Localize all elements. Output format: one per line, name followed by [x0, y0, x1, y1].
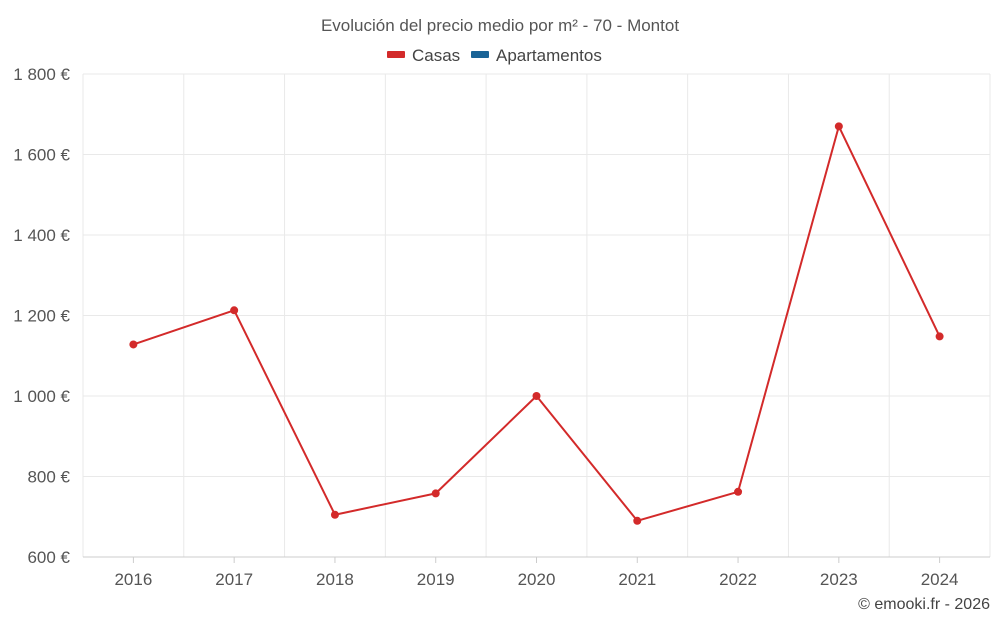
data-point-casas-2024[interactable] — [935, 332, 944, 341]
y-tick-label: 800 € — [27, 468, 70, 487]
x-tick-label: 2022 — [719, 570, 757, 589]
data-point-casas-2020[interactable] — [532, 392, 541, 400]
x-tick-label: 2019 — [417, 570, 455, 589]
x-tick-label: 2024 — [921, 570, 959, 589]
x-tick-label: 2018 — [316, 570, 354, 589]
data-point-casas-2022[interactable] — [734, 487, 743, 496]
axes: 600 € 800 € 1 000 € 1 200 € 1 400 € 1 600 € 1 … — [13, 65, 990, 589]
y-tick-label: 1 000 € — [13, 387, 70, 406]
legend-swatch-apartamentos — [471, 51, 489, 58]
data-point-casas-2023[interactable] — [834, 122, 843, 131]
y-tick-label: 1 600 € — [13, 146, 70, 165]
y-tick-label: 600 € — [27, 548, 70, 567]
legend-label-apartamentos: Apartamentos — [496, 46, 602, 65]
data-point-casas-2021[interactable] — [633, 516, 642, 525]
x-tick-label: 2017 — [215, 570, 253, 589]
x-tick-label: 2021 — [618, 570, 656, 589]
series — [129, 122, 944, 525]
x-tick-label: 2023 — [820, 570, 858, 589]
x-tick-label: 2016 — [114, 570, 152, 589]
legend-item-casas[interactable]: Casas — [387, 46, 460, 65]
x-tick-label: 2020 — [518, 570, 556, 589]
legend: Casas Apartamentos — [387, 46, 602, 65]
data-point-casas-2019[interactable] — [431, 489, 440, 498]
copyright-credit: © emooki.fr - 2026 — [858, 596, 990, 613]
y-tick-label: 1 800 € — [13, 65, 70, 84]
series-line-casas — [133, 125, 941, 522]
data-point-casas-2016[interactable] — [129, 340, 138, 349]
data-point-casas-2018[interactable] — [330, 510, 339, 519]
legend-label-casas: Casas — [412, 46, 460, 65]
chart-title: Evolución del precio medio por m² - 70 -… — [321, 16, 679, 35]
y-tick-label: 1 400 € — [13, 226, 70, 245]
legend-swatch-casas — [387, 51, 405, 58]
y-tick-label: 1 200 € — [13, 307, 70, 326]
grid — [82, 73, 991, 557]
legend-item-apartamentos[interactable]: Apartamentos — [471, 46, 602, 65]
data-point-casas-2017[interactable] — [230, 306, 239, 315]
